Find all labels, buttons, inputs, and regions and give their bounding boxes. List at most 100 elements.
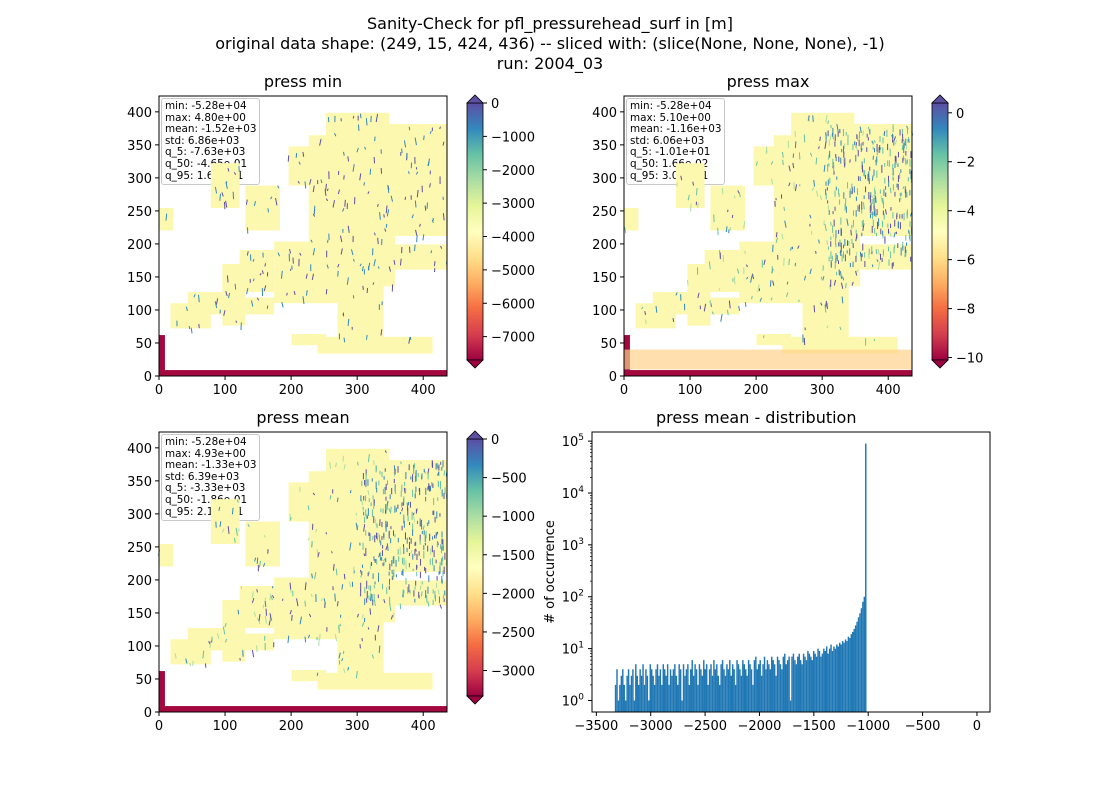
stat-q50: q_50: -4.65e-01: [165, 157, 248, 170]
histogram-bar: [731, 664, 734, 712]
histogram-bar: [682, 664, 685, 712]
colorbar-tick-label: −6000: [491, 297, 535, 312]
figure-title-line-2: original data shape: (249, 15, 424, 436)…: [215, 34, 885, 53]
histogram-bar: [616, 669, 618, 712]
histogram-bar: [642, 664, 644, 712]
histogram-bar: [749, 664, 751, 712]
histogram-ylabel: # of occurrence: [543, 520, 558, 624]
histogram-bar: [827, 653, 829, 712]
histogram-bar: [653, 684, 656, 712]
histogram-bar: [765, 669, 767, 712]
histogram-bar: [755, 656, 757, 712]
histogram-bar: [656, 664, 659, 712]
histogram-bar: [665, 675, 667, 712]
y-tick-label: 103: [562, 537, 584, 554]
colorbar-tick-label: −1000: [491, 510, 535, 525]
histogram-bar: [652, 675, 654, 712]
colorbar-extend-max: [931, 94, 949, 104]
histogram-bar: [847, 636, 850, 712]
histogram-bar: [705, 664, 708, 712]
histogram-bar: [831, 650, 834, 712]
figure-title-line-1: Sanity-Check for pfl_pressurehead_surf i…: [367, 14, 733, 33]
histogram-bar: [710, 664, 712, 712]
y-tick-label: 50: [135, 337, 152, 352]
press-mean-stats-box: min: -5.28e+04 max: 4.93e+00 mean: -1.33…: [161, 434, 261, 522]
histogram-bar: [669, 669, 672, 712]
histogram-bar: [739, 669, 741, 712]
histogram-bar: [843, 642, 845, 712]
histogram-bar: [834, 648, 837, 712]
histogram-bar: [626, 675, 628, 712]
x-tick-label: 100: [678, 383, 703, 398]
histogram-bar: [701, 675, 704, 712]
histogram-bar: [633, 700, 636, 712]
colorbar-tick-label: −500: [491, 472, 527, 487]
histogram-title: press mean - distribution: [656, 408, 857, 427]
histogram-frame: [591, 431, 991, 713]
histogram-bar: [820, 656, 822, 712]
stat-q50: q_50: 1.66e-02: [630, 157, 709, 170]
histogram-bar: [716, 664, 718, 712]
histogram-bar: [717, 675, 719, 712]
x-tick-label: 400: [876, 383, 901, 398]
histogram-bar: [850, 634, 853, 712]
colorbar: [466, 102, 484, 361]
colorbar: [466, 438, 484, 697]
histogram-bar: [785, 664, 787, 712]
histogram-bar: [724, 675, 727, 712]
colorbar-tick-label: −5000: [491, 264, 535, 279]
histogram-bar: [849, 638, 851, 712]
histogram-bar: [773, 664, 776, 712]
histogram-bar: [833, 646, 835, 712]
histogram-bar: [798, 653, 800, 712]
histogram-bar: [758, 664, 760, 712]
histogram-bar: [650, 669, 653, 712]
histogram-bar: [784, 653, 786, 712]
histogram-bar: [700, 669, 702, 712]
colorbar-tick-label: −1000: [491, 130, 535, 145]
press-mean-map: min: -5.28e+04 max: 4.93e+00 mean: -1.33…: [159, 432, 447, 712]
y-tick-label: 250: [127, 541, 152, 556]
histogram-bar: [662, 664, 665, 712]
histogram-bar: [646, 675, 649, 712]
press-max-map: min: -5.28e+04 max: 5.10e+00 mean: -1.16…: [624, 96, 912, 376]
histogram-bar: [808, 653, 811, 712]
histogram-bar: [645, 669, 647, 712]
histogram-bar: [655, 669, 657, 712]
histogram-bar: [620, 675, 623, 712]
histogram-bar: [752, 684, 754, 712]
histogram-bars: [614, 443, 867, 712]
colorbar-extend-min: [466, 695, 484, 705]
y-tick-label: 100: [592, 304, 617, 319]
histogram-bar: [853, 628, 855, 712]
histogram-bar: [814, 653, 816, 712]
y-tick-label: 101: [562, 641, 584, 658]
press-min-title: press min: [263, 72, 343, 91]
y-tick-label: 300: [592, 172, 617, 187]
y-tick-label: 150: [592, 271, 617, 286]
histogram-bar: [782, 656, 785, 712]
histogram-bar: [687, 664, 689, 712]
colorbar-tick-label: −6: [956, 254, 975, 269]
histogram-bar: [745, 669, 747, 712]
histogram-bar: [718, 684, 721, 712]
histogram-bar: [727, 669, 730, 712]
histogram-bar: [779, 664, 782, 712]
histogram-bar: [740, 675, 743, 712]
stat-q95: q_95: 1.63e-01: [165, 169, 244, 182]
histogram-bar: [729, 660, 731, 712]
histogram-bar: [617, 700, 620, 712]
histogram-bar: [771, 656, 773, 712]
histogram-bar: [802, 653, 805, 712]
y-tick-label: 400: [592, 106, 617, 121]
histogram-bar: [632, 669, 634, 712]
colorbar-tick-label: −8: [956, 303, 975, 318]
x-tick-label: −2500: [683, 719, 727, 734]
colorbar-tick-label: −4000: [491, 231, 535, 246]
histogram-bar: [643, 684, 646, 712]
histogram-bar: [675, 675, 678, 712]
histogram-bar: [839, 642, 841, 712]
histogram-bar: [825, 646, 828, 712]
y-tick-label: 100: [562, 692, 585, 709]
histogram-bar: [708, 669, 711, 712]
